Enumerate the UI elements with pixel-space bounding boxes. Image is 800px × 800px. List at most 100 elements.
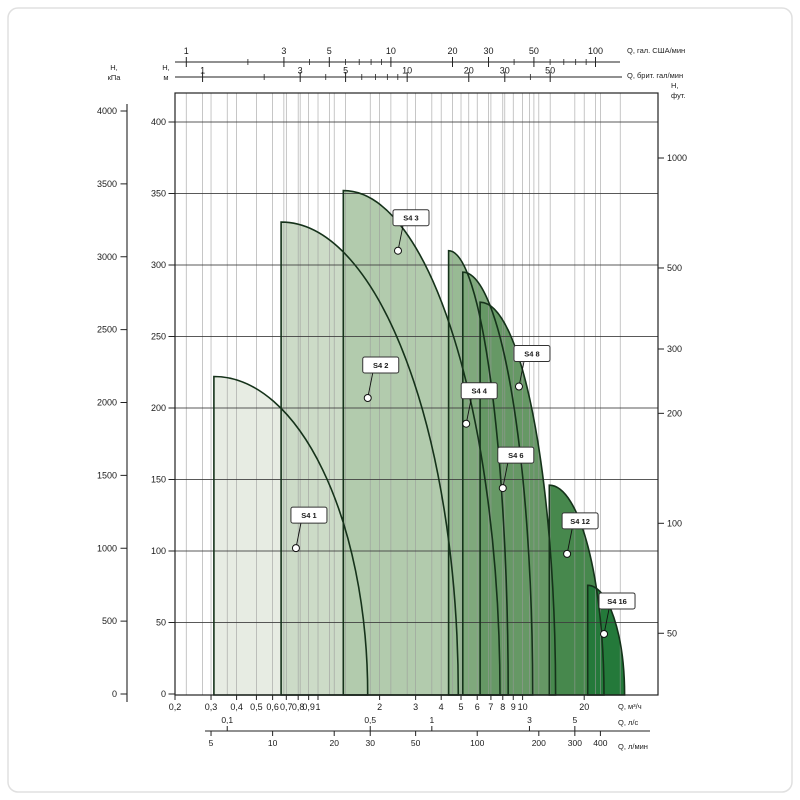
m-tick-label: 200: [151, 403, 166, 413]
callout-leader: [566, 528, 573, 554]
pump-envelope-fills: [213, 190, 625, 695]
envelope-outline-s4-6: [462, 271, 534, 696]
m-tick-label: 50: [156, 618, 166, 628]
ls-tick-label: 3: [527, 715, 532, 725]
m3h-tick-label: 0,4: [230, 702, 243, 712]
callout-leader: [465, 398, 472, 424]
callout-label: S4 8: [524, 350, 539, 359]
top-tick-label: 50: [545, 66, 555, 76]
callout-leader: [502, 462, 509, 489]
lmin-tick-label: 50: [411, 738, 421, 748]
m3h-tick-label: 4: [439, 702, 444, 712]
horizontal-gridlines: [175, 121, 658, 623]
m3h-tick-label: 0,3: [205, 702, 218, 712]
ft-tick-label: 200: [667, 408, 682, 418]
unit-label-imp-gpm: Q, брит. гал/мин: [627, 71, 683, 80]
callout-label: S4 4: [471, 387, 487, 396]
envelope-outline-s4-4: [447, 249, 510, 696]
top-tick-label: 5: [327, 46, 332, 56]
unit-label-lmin: Q, л/мин: [618, 742, 648, 751]
callout-s4-3: S4 3: [392, 209, 430, 255]
m3h-tick-label: 0,6: [266, 702, 279, 712]
unit-label-ls: Q, л/с: [618, 718, 638, 727]
envelope-fill-s4-8: [480, 302, 556, 695]
ft-tick-label: 100: [667, 518, 682, 528]
callout-box: [362, 356, 400, 374]
lmin-tick-label: 10: [268, 738, 278, 748]
callout-leader: [518, 361, 525, 387]
m-tick-label: 400: [151, 117, 166, 127]
callout-box: [561, 512, 599, 530]
kpa-tick-label: 3000: [97, 252, 117, 262]
top-tick-label: 3: [281, 46, 286, 56]
top-tick-label: 1: [200, 66, 205, 76]
m-tick-label: 250: [151, 332, 166, 342]
m-tick-label: 0: [161, 689, 166, 699]
m3h-tick-label: 6: [475, 702, 480, 712]
callout-leader: [397, 225, 404, 251]
kpa-tick-label: 2000: [97, 398, 117, 408]
ft-tick-label: 50: [667, 628, 677, 638]
axis-top-imp-gpm: 1 3 5 10 20 30 50: [175, 66, 622, 82]
ls-tick-label: 0,5: [364, 715, 376, 725]
callout-dot: [363, 393, 372, 402]
ft-tick-label: 500: [667, 263, 682, 273]
kpa-tick-label: 1000: [97, 543, 117, 553]
axis-top-us-gpm: 1 3 5 10 20 30 50 100: [175, 46, 620, 67]
envelope-outline-s4-8: [479, 301, 557, 696]
callout-s4-16: S4 16: [598, 592, 636, 638]
m3h-tick-label: 5: [459, 702, 464, 712]
unit-label-m-2: м: [163, 73, 168, 82]
top-tick-label: 30: [500, 66, 510, 76]
m3h-tick-label: 0,7: [280, 702, 293, 712]
m3h-tick-label: 2: [377, 702, 382, 712]
lmin-tick-label: 300: [568, 738, 582, 748]
axis-bottom-m3h: 0,2 0,3 0,4 0,5 0,6 0,7 0,80,9 1 2 3 4 5 6 7 8 9 10 20: [169, 695, 589, 712]
axis-head-m: 400 350 300 250 200 150 100 50 0: [151, 117, 175, 699]
m3h-tick-label: 1: [316, 702, 321, 712]
callout-leader: [295, 523, 302, 549]
envelope-outline-s4-12: [548, 484, 605, 696]
ft-tick-label: 300: [667, 344, 682, 354]
callout-label: S4 1: [301, 511, 316, 520]
axis-bottom-ls-lmin: 0,1 0,5 1 3 5 5 10 20 30 50 100 200 300 400: [205, 715, 650, 748]
callout-label: S4 3: [403, 214, 418, 223]
m-tick-label: 350: [151, 189, 166, 199]
callout-label: S4 16: [607, 597, 627, 606]
callout-s4-1: S4 1: [290, 506, 328, 553]
unit-label-kpa-1: H,: [110, 63, 118, 72]
callout-dot: [514, 382, 523, 391]
top-tick-label: 3: [298, 66, 303, 76]
callout-box: [460, 382, 498, 400]
unit-label-us-gpm: Q, гал. США/мин: [627, 46, 685, 55]
callout-box: [497, 446, 535, 464]
top-tick-label: 30: [484, 46, 494, 56]
m3h-tick-label: 3: [413, 702, 418, 712]
ls-tick-label: 1: [429, 715, 434, 725]
callout-leader: [367, 372, 374, 399]
callout-label: S4 12: [570, 517, 590, 526]
unit-label-m-1: H,: [162, 63, 170, 72]
m3h-tick-label: 0,2: [169, 702, 182, 712]
kpa-tick-label: 3500: [97, 179, 117, 189]
callout-leader: [603, 608, 610, 635]
kpa-tick-label: 500: [102, 616, 117, 626]
callout-box: [598, 592, 636, 610]
unit-label-ft-2: фут.: [671, 91, 686, 100]
unit-label-kpa-2: кПа: [108, 73, 122, 82]
vertical-gridlines: [185, 93, 621, 695]
kpa-tick-label: 2500: [97, 325, 117, 335]
m3h-tick-label: 9: [511, 702, 516, 712]
top-tick-label: 20: [447, 46, 457, 56]
envelope-outline-s4-3: [342, 189, 501, 696]
top-tick-label: 50: [529, 46, 539, 56]
envelope-outline-s4-1: [213, 375, 369, 696]
lmin-tick-label: 200: [532, 738, 546, 748]
top-tick-label: 10: [386, 46, 396, 56]
m3h-tick-label: 7: [488, 702, 493, 712]
lmin-tick-label: 400: [593, 738, 607, 748]
callout-s4-8: S4 8: [513, 345, 551, 391]
callout-s4-6: S4 6: [497, 446, 535, 493]
